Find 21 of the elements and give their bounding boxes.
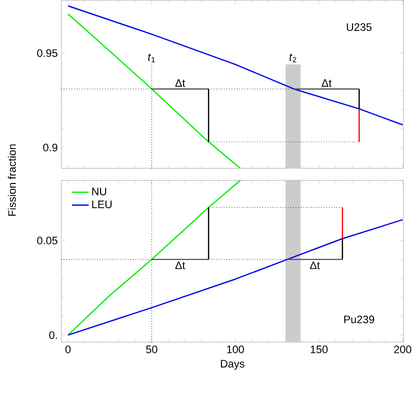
- y-tick-label: 0.: [49, 331, 57, 340]
- y-tick-label: 0.05: [37, 236, 58, 244]
- x-axis-title: Days: [220, 360, 244, 370]
- annotation: U235: [346, 23, 372, 32]
- annotation: Pu239: [344, 316, 374, 324]
- x-tick-label: 150: [310, 346, 328, 354]
- annotation: Δt: [322, 79, 332, 87]
- annotation: t$_{2}$: [290, 54, 296, 62]
- x-tick-label: 100: [227, 346, 244, 354]
- x-tick-label: 50: [146, 346, 158, 354]
- x-tick-label: 200: [394, 346, 412, 354]
- y-axis-title: Fission fraction: [8, 144, 16, 216]
- annotation: Δt: [175, 262, 186, 270]
- annotation: Δt: [175, 79, 186, 87]
- legend-label: LEU: [92, 200, 112, 208]
- y-tick-label: 0.9: [43, 144, 58, 152]
- legend-label: NU: [92, 188, 106, 196]
- x-tick-label: 0: [65, 346, 71, 354]
- y-tick-label: 0.95: [37, 49, 58, 58]
- annotation: t$_{1}$: [148, 54, 155, 62]
- annotation: Δt: [310, 262, 320, 270]
